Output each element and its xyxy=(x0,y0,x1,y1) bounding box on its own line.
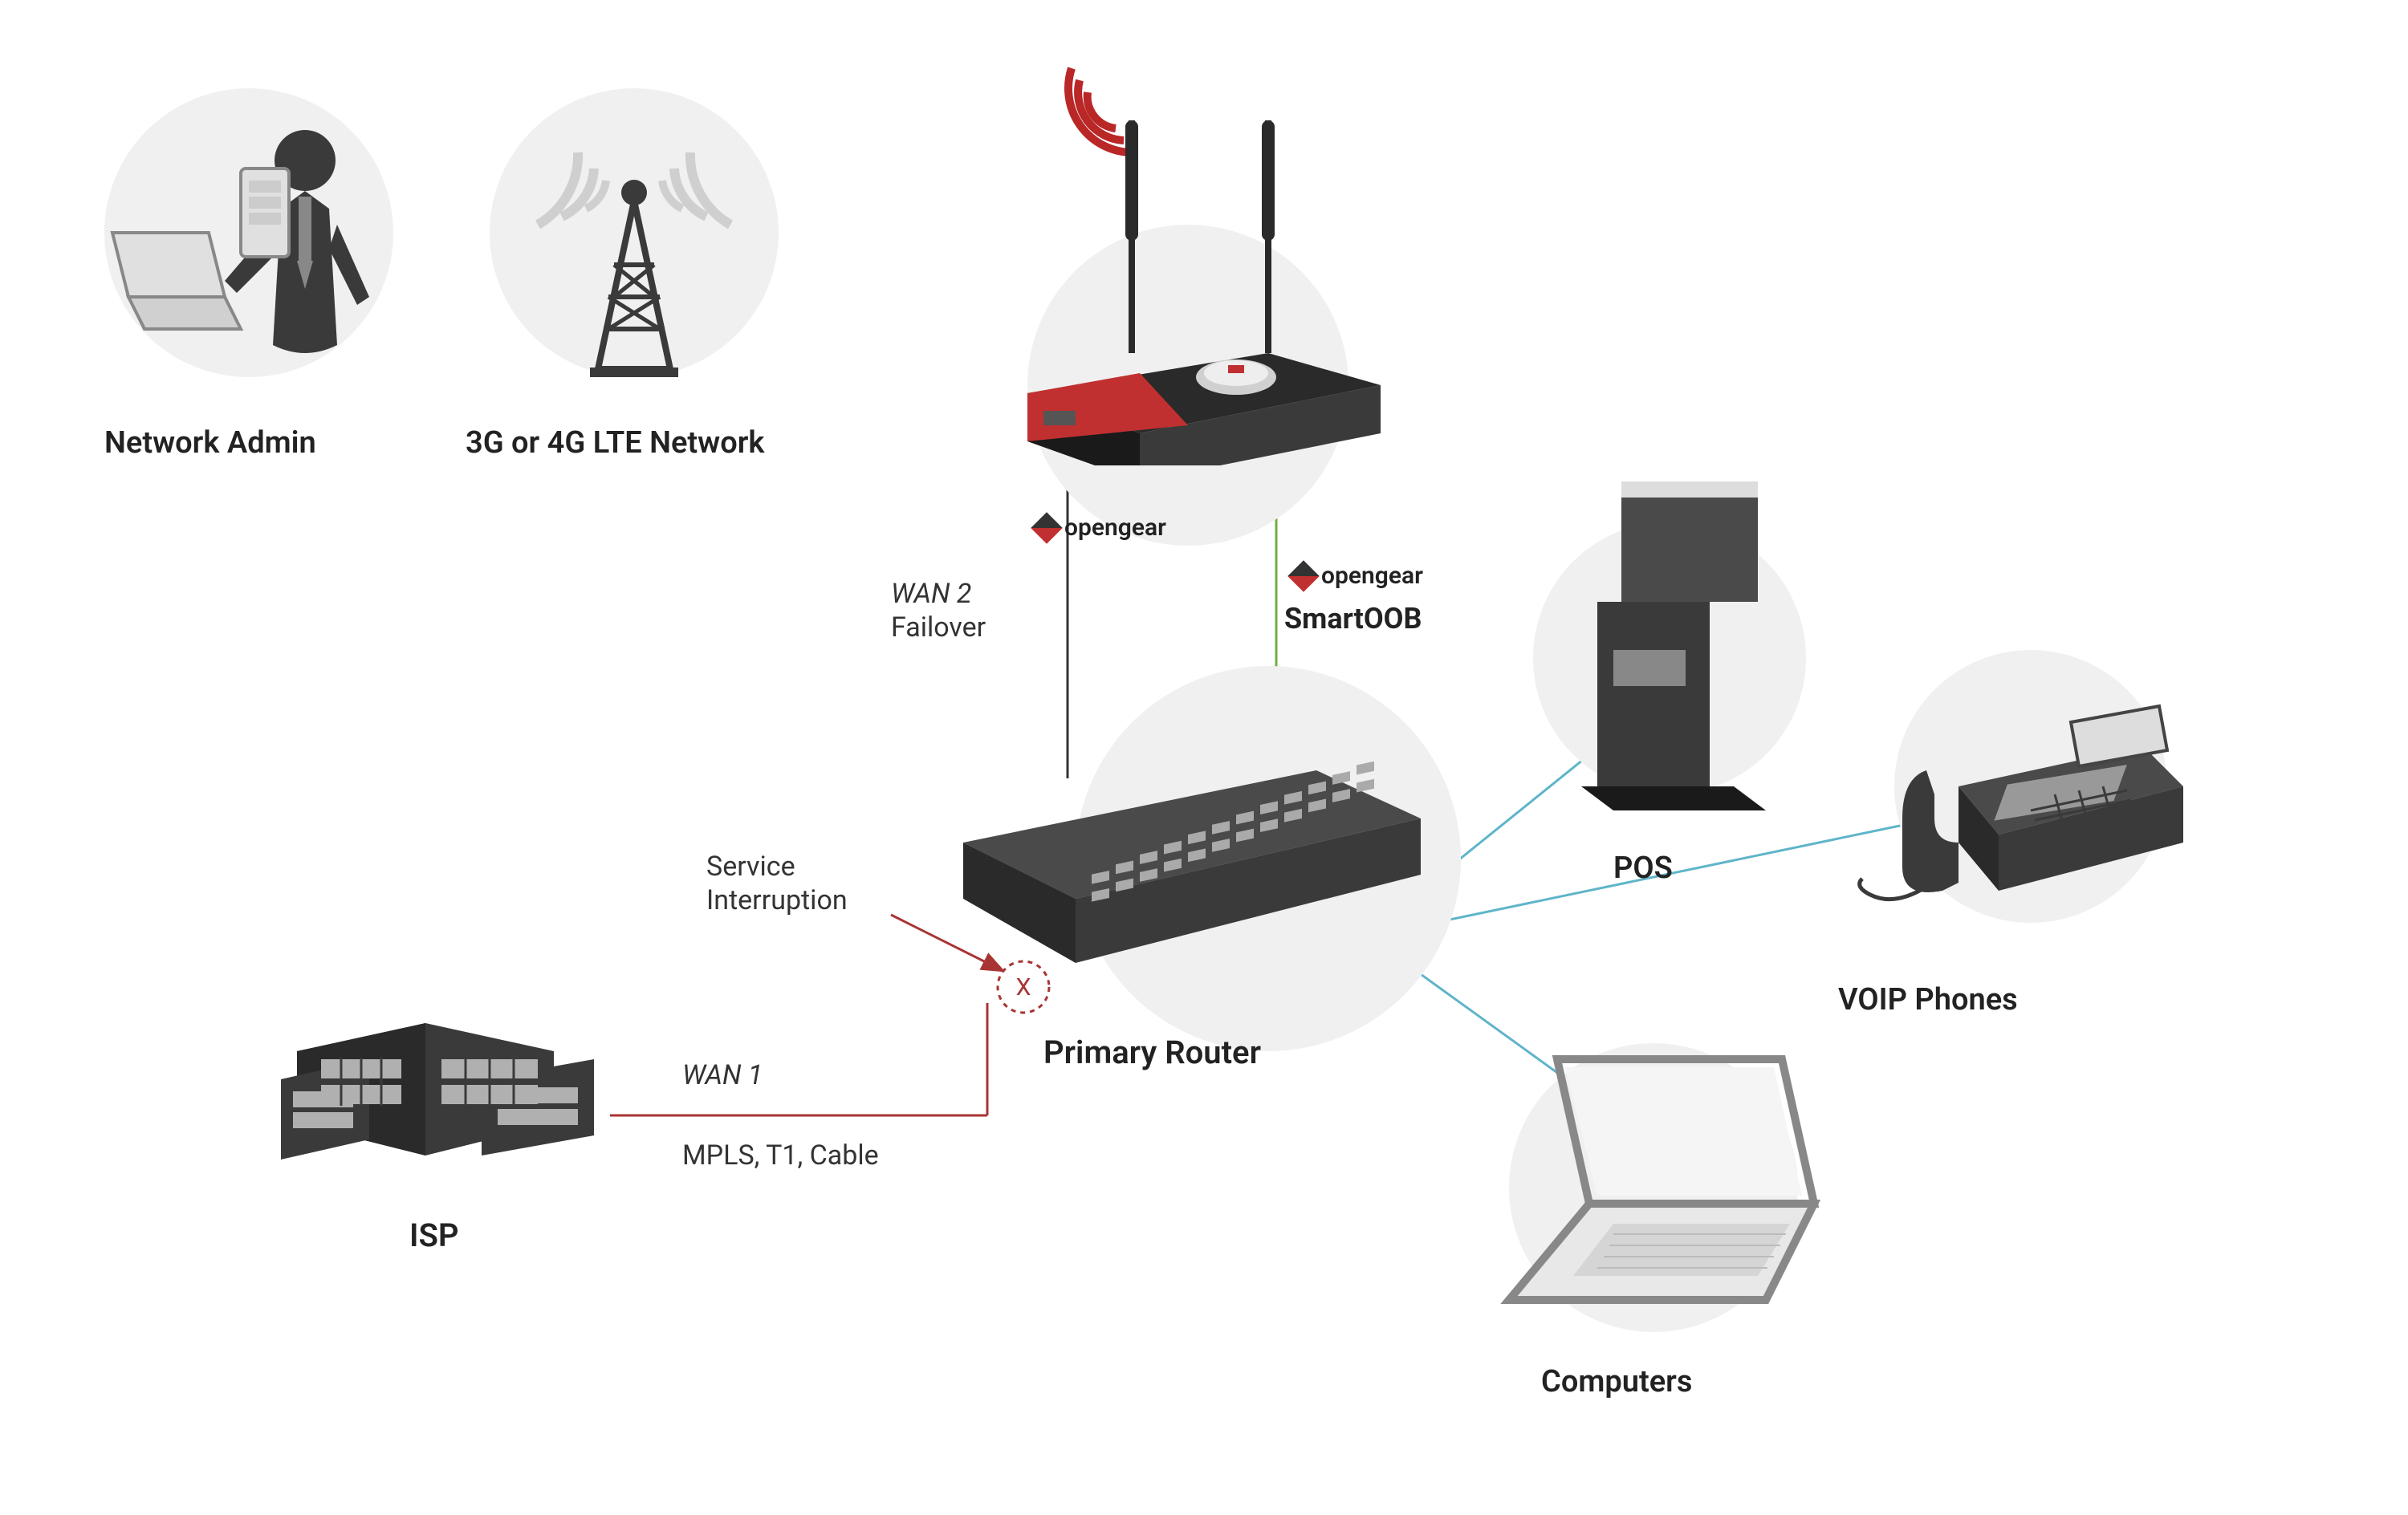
wan2-label: WAN 2 xyxy=(891,578,971,610)
primary-router-icon xyxy=(939,738,1437,995)
computers-label: Computers xyxy=(1541,1364,1692,1399)
opengear-diamond-icon xyxy=(1287,560,1320,592)
network-diagram: X Network Admin xyxy=(0,0,2408,1515)
service-label-2: Interruption xyxy=(706,884,848,916)
router-label: Primary Router xyxy=(1043,1034,1261,1071)
smartoob-label: SmartOOB xyxy=(1284,602,1422,636)
wan1-label: WAN 1 xyxy=(682,1059,763,1091)
laptop-icon xyxy=(1477,1027,1830,1332)
opengear-brand-text: opengear xyxy=(1321,562,1423,590)
pos-label: POS xyxy=(1613,851,1673,886)
opengear-brand-text: opengear xyxy=(1064,514,1166,542)
lte-label: 3G or 4G LTE Network xyxy=(466,425,764,461)
cell-tower-icon xyxy=(522,96,746,385)
opengear-logo-1: opengear xyxy=(1035,514,1166,542)
admin-label: Network Admin xyxy=(104,425,316,461)
network-admin-icon xyxy=(80,120,417,393)
opengear-device-icon xyxy=(979,48,1397,465)
opengear-logo-2: opengear xyxy=(1292,562,1423,590)
service-label-1: Service xyxy=(706,851,795,883)
isp-label: ISP xyxy=(409,1216,459,1254)
pos-terminal-icon xyxy=(1573,465,1782,818)
opengear-diamond-icon xyxy=(1031,512,1063,544)
voip-label: VOIP Phones xyxy=(1838,982,2018,1017)
mpls-label: MPLS, T1, Cable xyxy=(682,1139,879,1172)
isp-building-icon xyxy=(265,955,618,1188)
failover-label: Failover xyxy=(891,611,986,644)
voip-phone-icon xyxy=(1846,698,2199,923)
